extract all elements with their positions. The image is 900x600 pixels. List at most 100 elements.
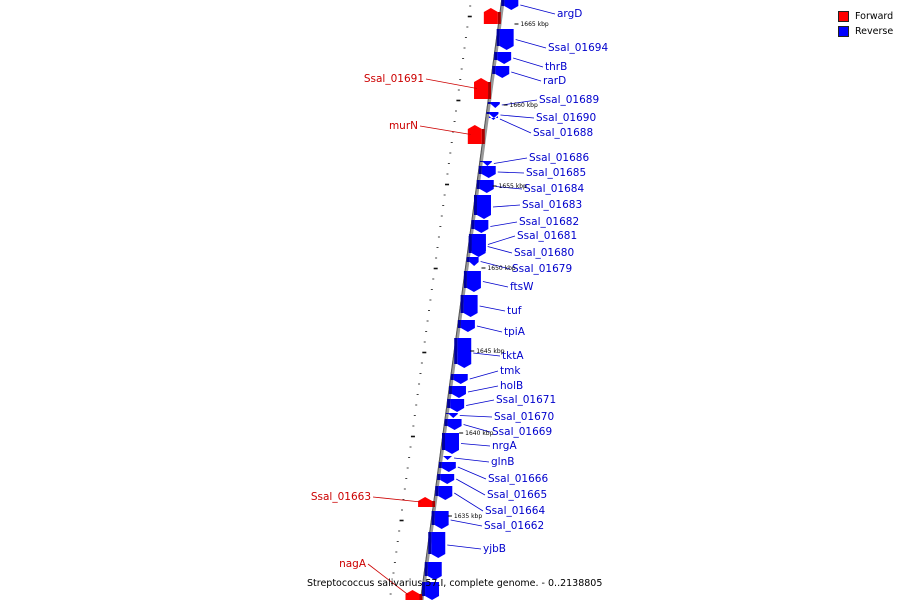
- gene-shape: [463, 295, 478, 317]
- gene-label-group: Ssal_01688: [499, 118, 593, 139]
- gene-name: Ssal_01690: [536, 112, 596, 124]
- gene-name: Ssal_01685: [526, 167, 586, 179]
- gene-name: Ssal_01686: [529, 152, 589, 164]
- leader-line: [500, 114, 535, 119]
- gene-label-group: Ssal_01670: [459, 411, 554, 423]
- gene-shade: [432, 501, 436, 507]
- gene-label-group: Ssal_01694: [515, 39, 608, 54]
- gene-shape: [483, 8, 498, 24]
- gene-shade: [494, 52, 498, 60]
- gene-shape: [447, 419, 462, 430]
- gene-label-group: holB: [467, 380, 523, 393]
- forward-gene-block: [483, 8, 501, 24]
- gene-label-group: Ssal_01664: [454, 492, 545, 517]
- gene-name: Ssal_01679: [512, 263, 572, 275]
- gene-shade: [438, 462, 442, 468]
- leader-line: [455, 478, 486, 496]
- gene-label-group: ftsW: [482, 281, 534, 293]
- gene-shade: [428, 532, 432, 554]
- leader-line: [367, 563, 409, 596]
- gene-label-group: Ssal_01666: [457, 466, 548, 485]
- legend-reverse-label: Reverse: [855, 26, 894, 37]
- gene-shape: [476, 195, 491, 219]
- legend-forward-label: Forward: [855, 11, 894, 22]
- reverse-gene-block: [444, 419, 462, 430]
- gene-label-group: Ssal_01686: [493, 152, 589, 164]
- gene-label-group: nagA: [339, 558, 409, 596]
- gene-shade: [479, 161, 483, 162]
- kbp-label: 1635 kbp: [454, 513, 482, 520]
- gene-shape: [405, 590, 420, 600]
- reverse-gene-block: [435, 486, 453, 500]
- reverse-gene-block: [443, 456, 453, 460]
- gene-shape: [441, 462, 456, 472]
- kbp-scale-labels: 1665 kbp 1660 kbp 1655 kbp 1650 kbp 1645 kbp…: [447, 21, 549, 520]
- reverse-gene-block: [448, 386, 466, 398]
- gene-label-group: Ssal_01683: [492, 199, 582, 211]
- reverse-gene-block: [468, 236, 486, 257]
- gene-label-group: rarD: [511, 71, 566, 87]
- kbp-label: 1645 kbp: [476, 348, 504, 355]
- gene-shape: [434, 511, 449, 529]
- leader-line: [476, 325, 503, 333]
- gene-shape: [457, 338, 472, 368]
- gene-name: rarD: [543, 75, 566, 87]
- leader-line: [466, 399, 495, 406]
- gene-label-group: yjbB: [447, 543, 506, 555]
- gene-name: tpiA: [504, 326, 526, 338]
- gene-name: tmk: [500, 365, 521, 377]
- gene-shape: [497, 52, 512, 64]
- gene-label-group: Ssal_01669: [463, 424, 552, 438]
- gene-features: [405, 0, 519, 600]
- gene-shade: [486, 112, 490, 114]
- gene-name: Ssal_01691: [364, 73, 424, 85]
- gene-label-group: murN: [389, 120, 471, 135]
- gene-label-group: Ssal_01684: [495, 183, 584, 195]
- leader-line: [482, 281, 509, 288]
- gene-label-group: Ssal_01682: [490, 216, 579, 228]
- reverse-swatch: [838, 26, 849, 37]
- gene-name: Ssal_01683: [522, 199, 582, 211]
- leader-line: [454, 492, 484, 512]
- gene-shape: [427, 562, 442, 580]
- reverse-gene-block: [457, 320, 475, 332]
- gene-shape: [460, 320, 475, 332]
- gene-shape: [418, 497, 433, 507]
- gene-shade: [441, 433, 445, 450]
- gene-name: glnB: [491, 456, 514, 468]
- reverse-gene-block: [463, 271, 481, 292]
- gene-name: Ssal_01664: [485, 505, 545, 517]
- gene-shade: [444, 419, 448, 426]
- reverse-gene-block: [496, 29, 514, 50]
- kbp-label: 1665 kbp: [520, 21, 548, 28]
- gene-name: holB: [500, 380, 523, 392]
- gene-name: thrB: [545, 61, 567, 73]
- gene-shape: [453, 374, 468, 384]
- gene-shade: [448, 386, 452, 394]
- leader-line: [467, 385, 499, 393]
- gene-name: Ssal_01663: [311, 491, 371, 503]
- gene-name: Ssal_01681: [517, 230, 577, 242]
- gene-shade: [488, 82, 492, 99]
- gene-name: Ssal_01684: [524, 183, 584, 195]
- gene-shade: [437, 474, 441, 480]
- gene-shape: [471, 236, 486, 257]
- gene-shape: [431, 532, 446, 558]
- leader-line: [490, 221, 518, 227]
- gene-shape: [474, 78, 489, 99]
- leader-line: [492, 204, 521, 208]
- gene-shade: [422, 582, 426, 596]
- gene-shade: [497, 12, 501, 24]
- gene-label-group: Ssal_01691: [364, 73, 478, 89]
- gene-shape: [504, 0, 519, 10]
- gene-shape: [425, 582, 440, 600]
- reverse-gene-block: [487, 102, 500, 108]
- gene-shade: [496, 29, 500, 46]
- kbp-label: 1655 kbp: [499, 183, 527, 190]
- gene-name: Ssal_01689: [539, 94, 599, 106]
- leader-line: [447, 544, 482, 550]
- gene-label-group: tktA: [473, 350, 524, 362]
- reverse-gene-block: [488, 116, 498, 120]
- gene-shape: [499, 29, 514, 50]
